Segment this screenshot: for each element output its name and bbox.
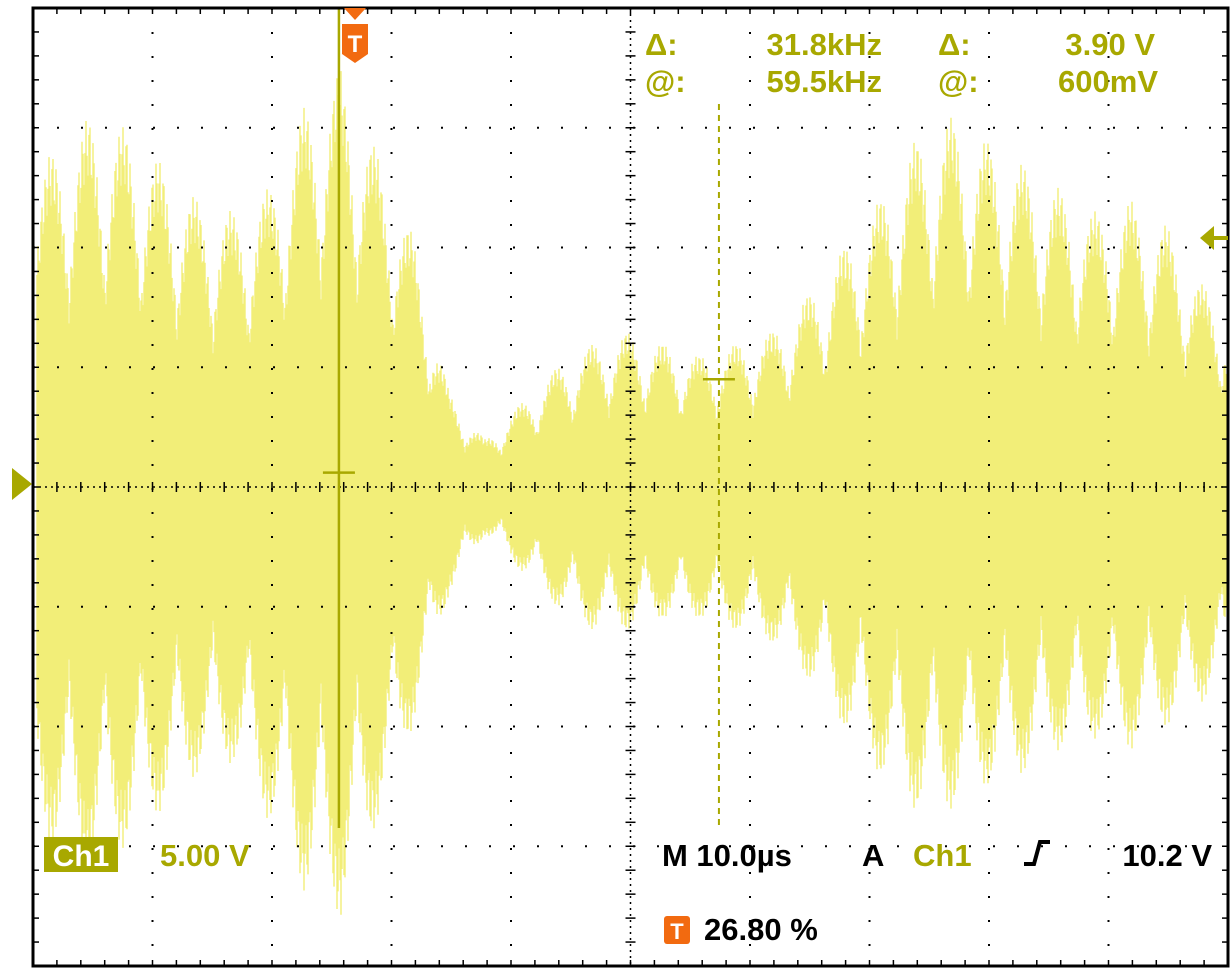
delta-voltage-value: 3.90 V [1065,27,1155,62]
trigger-level-marker[interactable] [1200,226,1228,250]
timebase-trigger-info[interactable]: M 10.0µs A Ch1 10.2 V [662,838,1212,873]
trigger-t-label: T [348,31,363,58]
delta-time-symbol: Δ: [645,27,678,62]
channel-badge: Ch1 [53,840,110,873]
cursor-readout: Δ: 31.8kHz @: 59.5kHz Δ: 3.90 V @: 600mV [645,27,1158,99]
trigger-level-stem [1212,236,1228,240]
rising-edge-icon [1024,840,1050,866]
trigger-level-value: 10.2 V [1122,838,1212,873]
delta-frequency-value: 31.8kHz [767,27,882,62]
trigger-position-icon [664,916,690,944]
trigger-position-marker[interactable]: T [342,8,368,63]
screen-frame [31,6,1230,968]
channel-badge-background [44,837,118,872]
trigger-position-readout: T 26.80 % [664,912,818,947]
ch1-waveform [36,71,1227,915]
waveform-trace [36,71,1227,915]
at-voltage-value: 600mV [1058,64,1158,99]
ground-level-marker-icon[interactable] [12,468,32,500]
trigger-arrow-icon [344,8,366,20]
trigger-position-icon-label: T [670,919,684,944]
cursor-lines [322,8,735,828]
trigger-source: Ch1 [913,838,972,873]
channel-volts-per-div: 5.00 V [160,838,250,873]
arrow-left-icon [1200,226,1214,250]
trigger-t-icon [342,24,368,63]
timebase-value: M 10.0µs [662,838,792,873]
channel-scale[interactable]: Ch1 5.00 V [44,837,250,873]
trigger-position-value: 26.80 % [704,912,818,947]
delta-voltage-symbol: Δ: [938,27,971,62]
at-voltage-symbol: @: [938,64,979,99]
at-frequency-value: 59.5kHz [767,64,882,99]
trigger-mode: A [862,838,884,873]
at-time-symbol: @: [645,64,686,99]
